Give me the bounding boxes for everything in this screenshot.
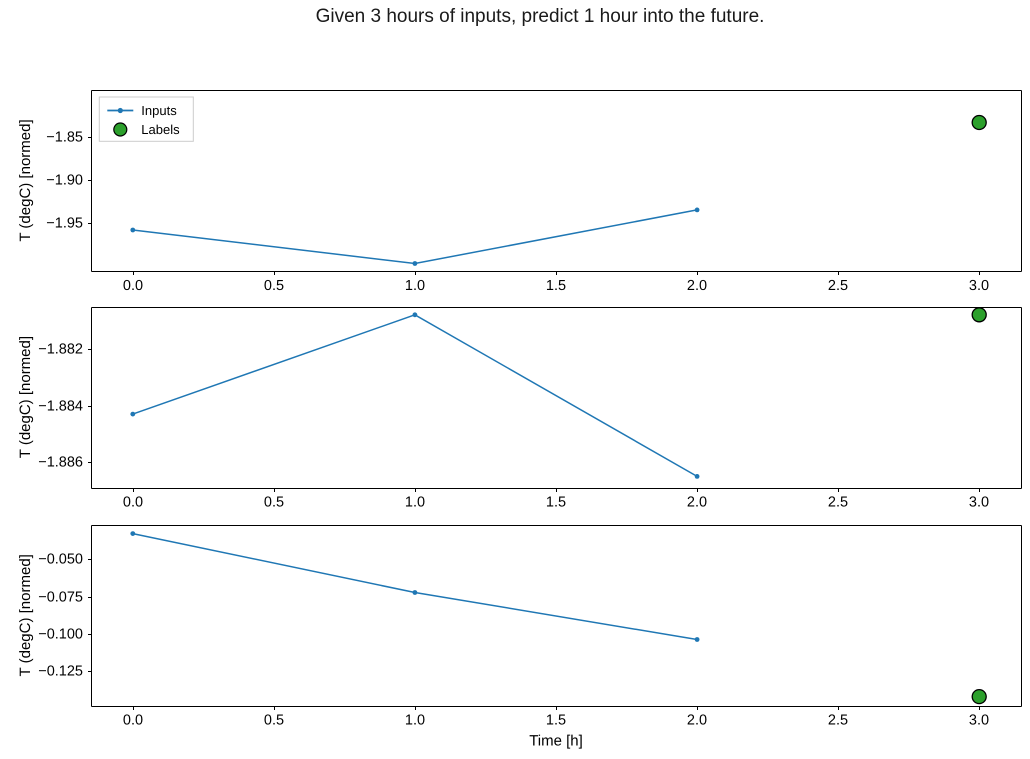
svg-text:Time [h]: Time [h]	[529, 733, 583, 750]
svg-text:1.5: 1.5	[546, 713, 566, 729]
svg-text:0.0: 0.0	[123, 713, 143, 729]
svg-text:−1.95: −1.95	[46, 216, 83, 232]
svg-text:−0.125: −0.125	[38, 664, 83, 680]
svg-text:T (degC) [normed]: T (degC) [normed]	[17, 336, 34, 458]
svg-text:−0.050: −0.050	[38, 552, 83, 568]
svg-text:1.0: 1.0	[405, 278, 425, 294]
svg-text:−0.075: −0.075	[38, 590, 83, 606]
svg-text:2.0: 2.0	[687, 278, 707, 294]
svg-text:Inputs: Inputs	[141, 103, 177, 118]
svg-text:3.0: 3.0	[969, 713, 989, 729]
svg-text:1.5: 1.5	[546, 278, 566, 294]
svg-text:0.5: 0.5	[264, 713, 284, 729]
svg-text:3.0: 3.0	[969, 495, 989, 511]
svg-text:Labels: Labels	[141, 122, 180, 137]
svg-text:−1.884: −1.884	[38, 399, 83, 415]
svg-text:0.5: 0.5	[264, 278, 284, 294]
svg-text:−1.886: −1.886	[38, 455, 83, 471]
svg-text:2.5: 2.5	[828, 495, 848, 511]
svg-text:T (degC) [normed]: T (degC) [normed]	[17, 119, 34, 241]
svg-text:2.5: 2.5	[828, 713, 848, 729]
svg-text:1.5: 1.5	[546, 495, 566, 511]
svg-text:2.5: 2.5	[828, 278, 848, 294]
svg-text:0.0: 0.0	[123, 278, 143, 294]
svg-text:2.0: 2.0	[687, 495, 707, 511]
svg-text:T (degC) [normed]: T (degC) [normed]	[17, 554, 34, 676]
svg-text:−0.100: −0.100	[38, 627, 83, 643]
svg-text:0.5: 0.5	[264, 495, 284, 511]
svg-text:−1.85: −1.85	[46, 130, 83, 146]
svg-text:−1.90: −1.90	[46, 173, 83, 189]
svg-text:3.0: 3.0	[969, 278, 989, 294]
svg-text:1.0: 1.0	[405, 495, 425, 511]
svg-text:1.0: 1.0	[405, 713, 425, 729]
svg-text:−1.882: −1.882	[38, 342, 83, 358]
svg-text:0.0: 0.0	[123, 495, 143, 511]
svg-text:2.0: 2.0	[687, 713, 707, 729]
